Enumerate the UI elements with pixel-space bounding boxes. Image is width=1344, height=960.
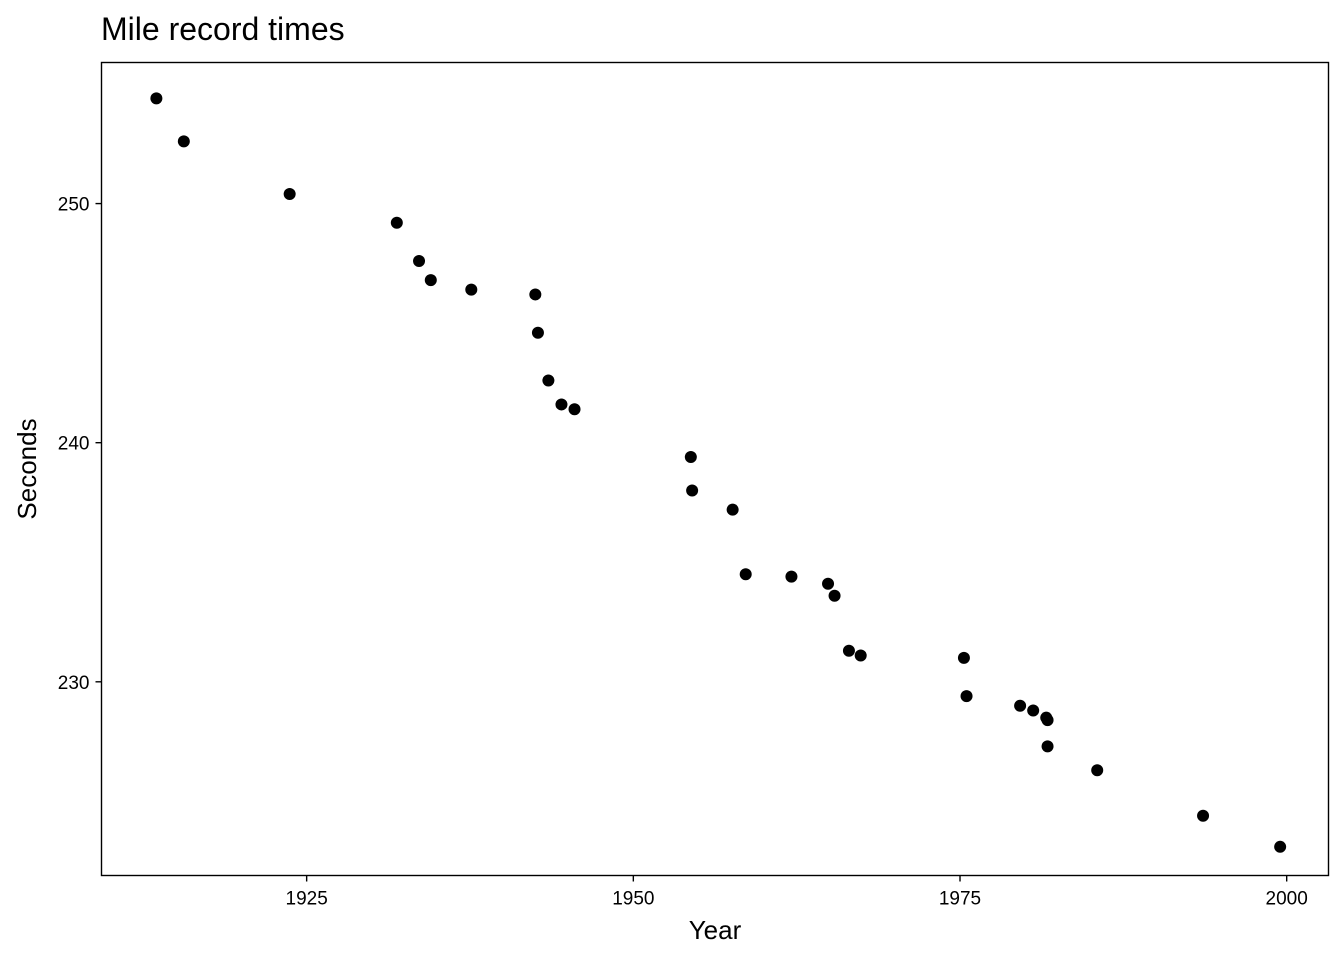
data-point [150,92,163,105]
data-point [684,451,697,464]
data-point [413,254,426,267]
data-point [1274,840,1287,853]
data-point [822,577,835,590]
x-axis-title: Year [689,915,742,945]
data-point [542,374,555,387]
data-point [1041,714,1054,727]
data-point [960,690,973,703]
data-point [177,135,190,148]
data-point [424,274,437,287]
y-tick-label: 250 [58,195,90,216]
x-tick-label: 1950 [612,889,654,910]
data-point [1014,699,1027,712]
data-point [1091,764,1104,777]
y-axis-title: Seconds [12,418,42,519]
y-axis: 230 240 250 [58,195,102,694]
data-point [686,484,699,497]
y-tick-label: 240 [58,434,90,455]
data-points [150,92,1287,853]
data-point [785,570,798,583]
data-point [854,649,867,662]
plot-panel-border [100,61,1330,877]
x-tick-label: 1925 [286,889,328,910]
data-point [283,188,296,201]
data-point [568,403,581,416]
data-point [842,644,855,657]
data-point [465,283,478,296]
data-point [739,568,752,581]
data-point [390,216,403,229]
data-point [1197,809,1210,822]
x-tick-label: 2000 [1266,889,1308,910]
x-axis: 1925 1950 1975 2000 [286,875,1308,910]
data-point [1041,740,1054,753]
data-point [726,503,739,516]
x-tick-label: 1975 [939,889,981,910]
data-point [555,398,568,411]
y-tick-label: 230 [58,673,90,694]
chart-title: Mile record times [101,11,345,47]
data-point [957,651,970,664]
data-point [531,326,544,339]
data-point [1027,704,1040,717]
data-point [529,288,542,301]
data-point [828,589,841,602]
